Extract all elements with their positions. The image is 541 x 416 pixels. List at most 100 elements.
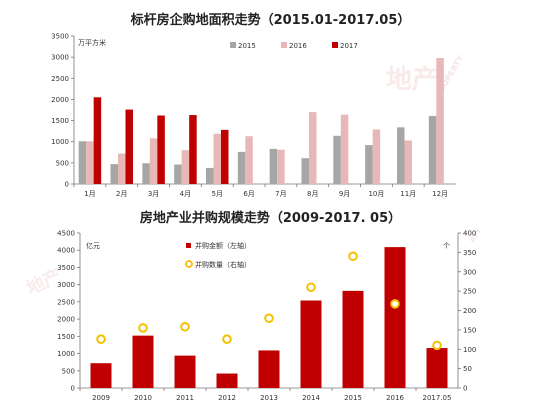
x-tick-label: 2017.05 [423, 394, 452, 402]
bar-2016 [213, 133, 221, 184]
bar-2015 [269, 148, 278, 184]
bar-2015 [110, 164, 118, 184]
point-mna-count [138, 323, 148, 333]
bar-2015 [365, 145, 373, 184]
point-mna-count [306, 282, 316, 293]
y-right-tick-label: 300 [463, 268, 476, 276]
y-tick-label: 500 [56, 159, 69, 167]
bar-2015 [397, 127, 405, 184]
point-mna-count [390, 299, 400, 309]
bar-2016 [309, 112, 317, 184]
bar-2017 [189, 115, 197, 184]
legend-label: 2017 [340, 42, 358, 50]
y-right-tick-label: 350 [463, 249, 476, 257]
x-tick-label: 1月 [84, 190, 95, 198]
legend-swatch-2017 [332, 42, 338, 48]
x-tick-label: 2016 [386, 394, 404, 402]
point-mna-count [264, 313, 274, 324]
point-mna-count [180, 321, 190, 332]
bar-2016 [404, 140, 412, 184]
y-right-tick-label: 100 [463, 346, 476, 354]
x-tick-label: 10月 [368, 190, 384, 198]
bar-2016 [436, 57, 444, 184]
y-tick-label: 1000 [51, 138, 69, 146]
bar-2015 [301, 158, 309, 184]
x-tick-label: 2013 [260, 394, 278, 402]
chart1-title: 标杆房企购地面积走势（2015.01-2017.05） [130, 13, 411, 28]
x-tick-label: 12月 [432, 190, 448, 198]
point-mna-count [222, 334, 232, 344]
bar-mna-amount [384, 247, 406, 388]
y-tick-label: 3500 [51, 33, 69, 41]
y-left-unit: 亿元 [86, 241, 100, 250]
y-left-tick-label: 4000 [57, 247, 75, 255]
chart2-title: 房地产业并购规模走势（2009-2017. 05） [139, 211, 402, 226]
y-left-tick-label: 2500 [57, 298, 75, 306]
bar-mna-amount [342, 290, 364, 388]
bar-2015 [237, 151, 246, 184]
legend-swatch-amount [186, 243, 191, 248]
bar-2016 [118, 153, 126, 184]
x-tick-label: 4月 [180, 190, 191, 198]
bar-2017 [157, 115, 165, 184]
bar-mna-amount [300, 300, 322, 388]
legend-label-count: 并购数量（右轴） [195, 260, 251, 269]
y-tick-label: 0 [65, 181, 69, 189]
x-tick-label: 7月 [275, 190, 286, 198]
x-tick-label: 11月 [400, 190, 416, 198]
y-right-tick-label: 0 [463, 385, 467, 393]
y-left-tick-label: 0 [71, 385, 75, 393]
x-tick-label: 8月 [307, 190, 318, 198]
bar-2015 [206, 167, 214, 184]
x-tick-label: 2015 [344, 394, 362, 402]
point-mna-count [348, 251, 358, 262]
bar-2015 [174, 164, 182, 184]
x-tick-label: 2011 [176, 394, 194, 402]
x-tick-label: 6月 [243, 190, 254, 198]
x-tick-label: 2月 [116, 190, 127, 198]
x-tick-label: 3月 [148, 190, 159, 198]
bar-2017 [93, 97, 102, 184]
y-right-tick-label: 250 [463, 288, 476, 296]
bar-mna-amount [90, 363, 112, 388]
y-left-tick-label: 1500 [57, 333, 75, 341]
legend-label: 2016 [289, 42, 307, 50]
legend-swatch-2015 [230, 42, 236, 48]
bar-2016 [245, 136, 253, 184]
y-tick-label: 2500 [51, 75, 69, 83]
bar-2015 [428, 115, 437, 184]
legend-swatch-count [185, 260, 193, 268]
point-mna-count [96, 334, 106, 344]
bar-2016 [86, 141, 94, 184]
y-left-tick-label: 3500 [57, 264, 75, 272]
legend-label: 2015 [238, 42, 256, 50]
y-right-tick-label: 200 [463, 307, 476, 315]
bar-mna-amount [258, 350, 280, 388]
y-left-tick-label: 2000 [57, 316, 75, 324]
y-tick-label: 1500 [51, 117, 69, 125]
bar-mna-amount [426, 348, 448, 388]
bar-2017 [125, 109, 133, 184]
x-tick-label: 2009 [92, 394, 110, 402]
y-left-tick-label: 1000 [57, 350, 75, 358]
bar-2016 [372, 129, 381, 184]
bar-mna-amount [174, 355, 196, 388]
x-tick-label: 2010 [134, 394, 152, 402]
y-tick-label: 2000 [51, 96, 69, 104]
bar-2015 [142, 163, 150, 184]
bar-2016 [340, 114, 349, 184]
y-right-tick-label: 50 [463, 365, 472, 373]
legend-label-amount: 并购金额（左轴） [195, 241, 251, 250]
bar-2015 [78, 141, 87, 184]
watermark-text: 地产 [386, 65, 438, 95]
y-right-tick-label: 150 [463, 326, 476, 334]
y-right-unit: 个 [443, 242, 450, 250]
chart1-land-area: 地产PROPERTY0500100015002000250030003500万平… [51, 33, 465, 199]
y-axis-unit: 万平方米 [78, 38, 106, 47]
y-left-tick-label: 3000 [57, 281, 75, 289]
y-right-tick-label: 400 [463, 230, 476, 238]
bar-2017 [221, 129, 229, 184]
chart2-mna-scale: 地产RTY05001000150020002500300035004000450… [23, 227, 484, 402]
bar-2015 [333, 135, 341, 184]
bar-mna-amount [132, 335, 154, 388]
